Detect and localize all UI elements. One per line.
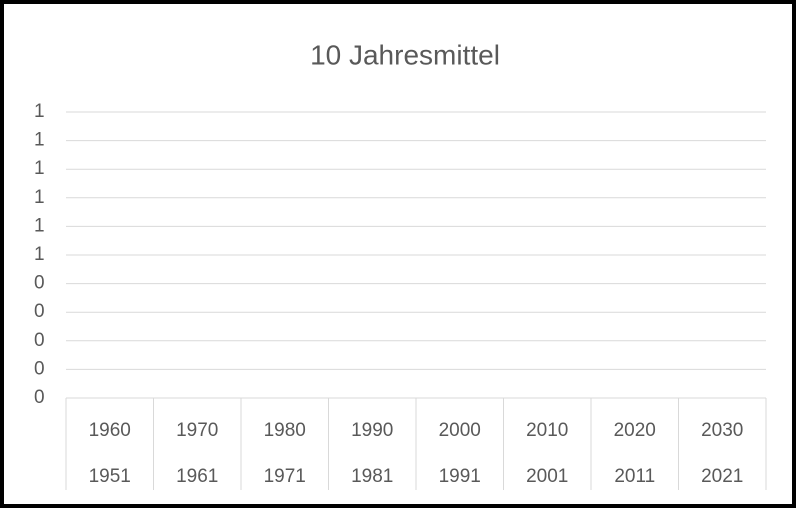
y-tick-label: 0 <box>34 387 45 408</box>
x-tick-label: 2000 <box>439 420 481 441</box>
x-tick-label: 2010 <box>526 420 568 441</box>
x-tick-label: 1960 <box>89 420 131 441</box>
y-tick-label: 0 <box>34 330 45 351</box>
y-tick-label: 1 <box>34 130 45 151</box>
x-tick-label: 1970 <box>176 420 218 441</box>
x-tick-label-level2: 2011 <box>614 466 655 487</box>
x-tick-label-level2: 1991 <box>439 466 481 487</box>
chart-title: 10 Jahresmittel <box>310 39 500 70</box>
y-tick-label: 1 <box>34 101 45 122</box>
y-tick-label: 0 <box>34 273 45 294</box>
y-tick-label: 0 <box>34 358 45 379</box>
x-tick-label-level2: 1951 <box>89 466 131 487</box>
y-tick-label: 0 <box>34 301 45 322</box>
y-tick-label: 1 <box>34 187 45 208</box>
x-tick-label-level2: 1971 <box>264 466 306 487</box>
x-tick-label-level2: 1961 <box>176 466 218 487</box>
y-tick-label: 1 <box>34 215 45 236</box>
y-tick-label: 1 <box>34 244 45 265</box>
x-tick-label-level2: 2001 <box>526 466 568 487</box>
x-tick-label: 1980 <box>264 420 306 441</box>
x-tick-label-level2: 2021 <box>701 466 743 487</box>
x-tick-label: 1990 <box>351 420 393 441</box>
x-tick-label: 2020 <box>614 420 656 441</box>
x-tick-label: 2030 <box>701 420 743 441</box>
y-tick-label: 1 <box>34 158 45 179</box>
x-tick-label-level2: 1981 <box>351 466 393 487</box>
